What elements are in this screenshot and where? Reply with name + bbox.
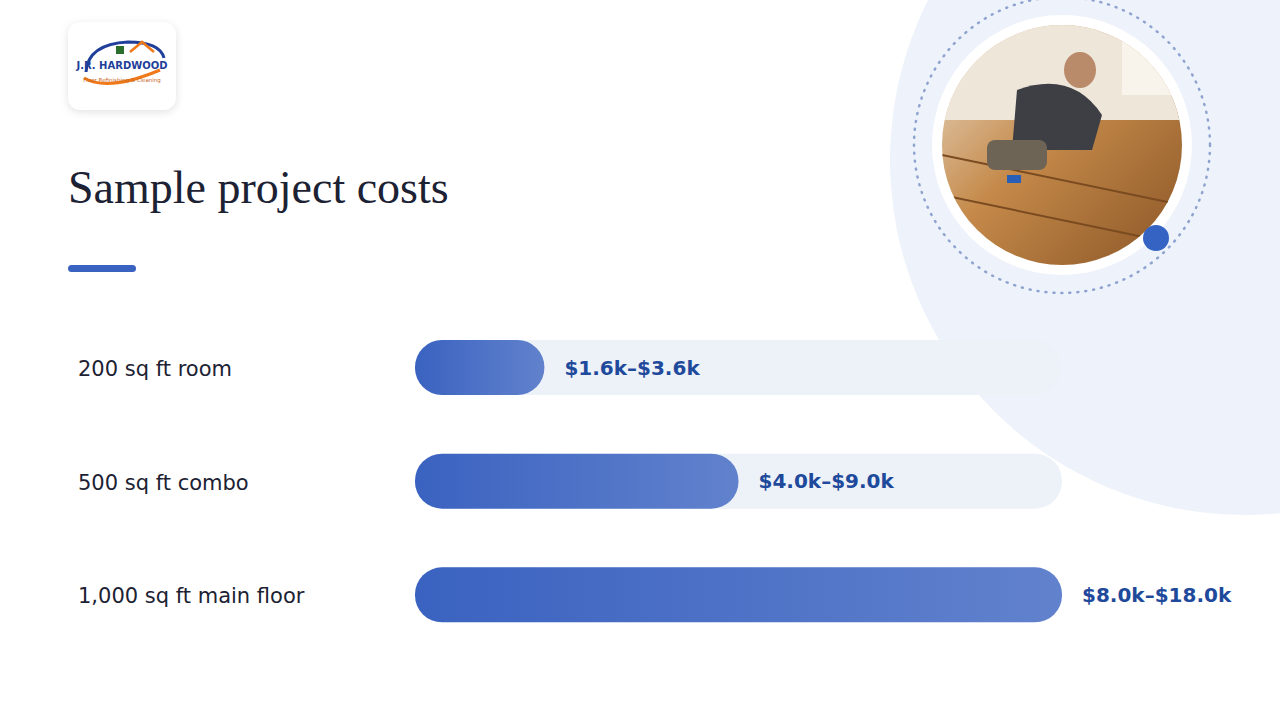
svg-text:1,000 sq ft main floor: 1,000 sq ft main floor	[78, 584, 305, 608]
svg-text:Floor Refinishing & Cleaning: Floor Refinishing & Cleaning	[83, 77, 161, 84]
html-text:Sample project costs: Sample project costs	[68, 162, 449, 213]
svg-text:J.R. HARDWOOD: J.R. HARDWOOD	[75, 60, 167, 71]
svg-text:$1.6k–$3.6k: $1.6k–$3.6k	[564, 356, 700, 380]
svg-text:500 sq ft combo: 500 sq ft combo	[78, 471, 249, 495]
svg-text:$8.0k–$18.0k: $8.0k–$18.0k	[1082, 583, 1232, 607]
svg-text:200 sq ft room: 200 sq ft room	[78, 357, 232, 381]
svg-text:$4.0k–$9.0k: $4.0k–$9.0k	[759, 469, 895, 493]
